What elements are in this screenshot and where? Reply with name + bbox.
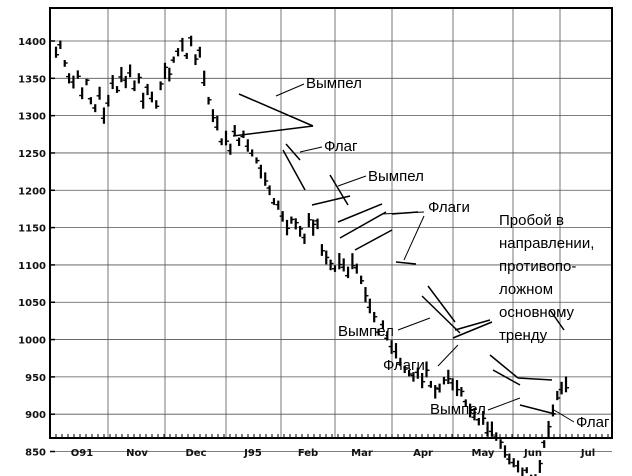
trend-line — [285, 143, 301, 161]
annotation-leader — [381, 211, 425, 215]
annotation-leader — [487, 397, 521, 411]
trend-line — [519, 404, 556, 415]
plot-border — [49, 7, 613, 439]
trend-line — [282, 149, 306, 191]
y-tick-label: 1200 — [18, 186, 46, 197]
trend-line — [339, 211, 387, 239]
y-tick-label: 1100 — [18, 261, 46, 272]
annotation-leader — [397, 317, 431, 331]
annotation-label: Флаги — [383, 357, 425, 374]
annotation-label: противопо- — [499, 258, 576, 275]
y-axis-ticks: 8008509009501000105011001150120012501300… — [18, 37, 46, 459]
trend-line — [395, 261, 417, 265]
annotation-leader — [403, 215, 425, 261]
x-tick-label: Feb — [298, 448, 318, 459]
y-tick-label: 1000 — [18, 336, 46, 347]
trend-line — [549, 309, 565, 331]
y-tick-label: 1400 — [18, 37, 46, 48]
y-tick-label: 900 — [25, 410, 46, 421]
trend-line — [489, 354, 519, 379]
x-axis-ticks: O91 Nov Dec J95 Feb Mar Apr May Jun Jul — [71, 448, 595, 459]
x-tick-label: Apr — [413, 448, 433, 459]
annotation-label: направлении, — [499, 235, 594, 252]
y-tick-label: 1350 — [18, 74, 46, 85]
trend-line — [492, 369, 521, 386]
trend-line — [427, 285, 456, 323]
x-tick-label: Dec — [185, 448, 206, 459]
annotation-label: Вымпел — [338, 323, 394, 340]
y-tick-label: 1150 — [18, 224, 46, 235]
x-tick-label: Jul — [580, 448, 595, 459]
annotation-leader — [437, 344, 459, 367]
trend-line — [329, 174, 349, 206]
y-tick-label: 1300 — [18, 112, 46, 123]
x-tick-label: Nov — [126, 448, 148, 459]
annotation-label: Пробой в — [499, 212, 564, 229]
trend-line — [452, 321, 493, 339]
trend-line — [238, 93, 314, 127]
trend-line — [517, 377, 553, 381]
pattern-lines — [232, 83, 575, 423]
annotation-leader — [553, 409, 575, 423]
annotation-leader — [299, 146, 323, 153]
trend-line — [354, 229, 393, 251]
annotation-leader — [337, 175, 367, 187]
annotation-label: тренду — [499, 327, 548, 344]
y-tick-label: 850 — [25, 448, 46, 459]
y-tick-label: 1050 — [18, 298, 46, 309]
y-tick-label: 950 — [25, 373, 46, 384]
trend-line — [232, 125, 314, 137]
annotation-label: Флаг — [324, 138, 358, 155]
annotation-label: Флаг — [576, 414, 610, 431]
trend-line — [311, 195, 351, 206]
annotation-label: основному — [499, 304, 575, 321]
annotation-label: ложном — [499, 281, 553, 298]
annotation-label: Вымпел — [368, 168, 424, 185]
annotation-label: Вымпел — [430, 401, 486, 418]
annotation-label: Вымпел — [306, 75, 362, 92]
x-tick-label: O91 — [71, 448, 93, 459]
trend-line — [421, 295, 461, 334]
annotation-leader — [275, 83, 305, 97]
y-tick-label: 1250 — [18, 149, 46, 160]
chart-grid — [50, 8, 612, 453]
trend-line — [454, 319, 491, 331]
annotation-label: Флаги — [428, 199, 470, 216]
chart-frame — [49, 7, 613, 439]
x-tick-label: May — [472, 448, 495, 459]
x-tick-label: Jun — [523, 448, 542, 459]
x-tick-label: Mar — [351, 448, 373, 459]
x-tick-label: J95 — [243, 448, 262, 459]
price-bars — [54, 35, 569, 476]
trend-line — [337, 203, 383, 223]
